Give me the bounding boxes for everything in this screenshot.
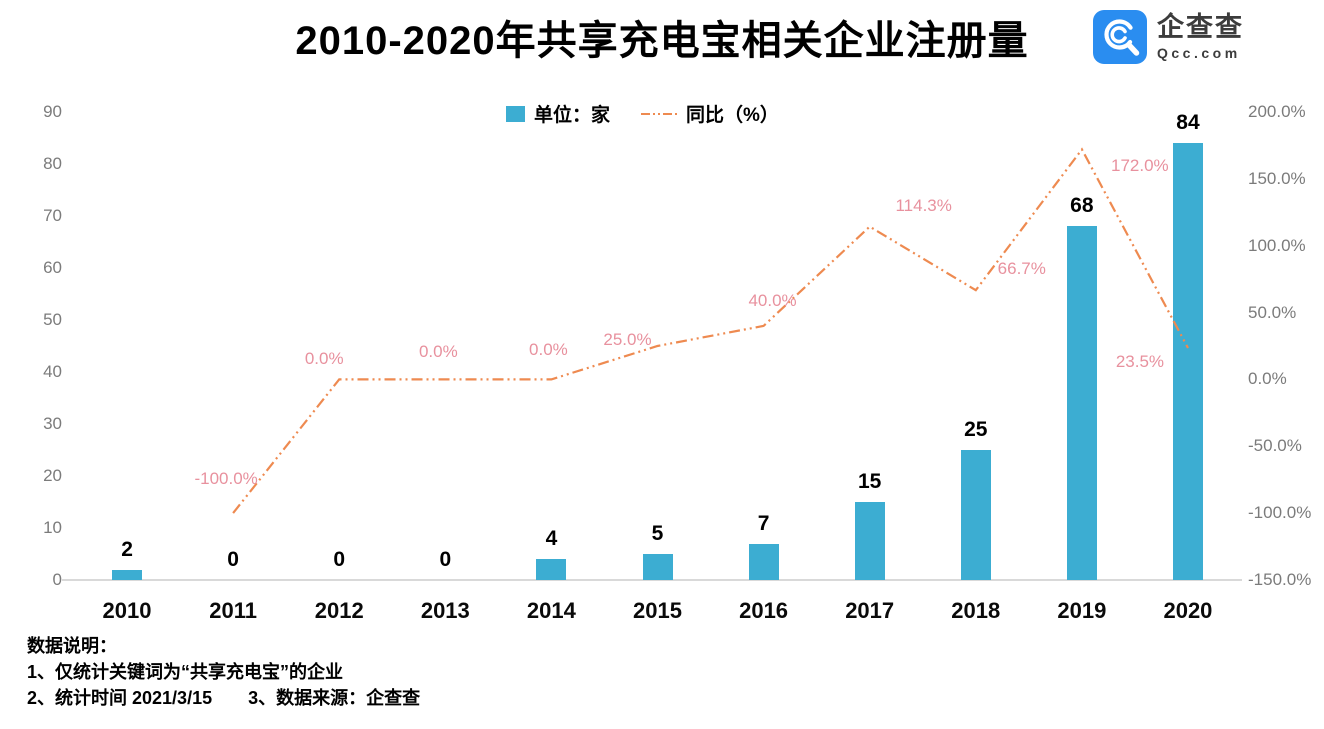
bar-2014 xyxy=(536,559,567,580)
y-axis-right-tick: -100.0% xyxy=(1248,503,1312,523)
yoy-point-label: 40.0% xyxy=(748,290,797,310)
y-axis-left-tick: 30 xyxy=(43,414,62,433)
x-axis-label: 2018 xyxy=(951,598,1001,623)
y-axis-left-tick: 80 xyxy=(43,154,62,173)
y-axis-right-tick: 0.0% xyxy=(1248,369,1287,389)
footer-note-2: 2、统计时间 2021/3/15 3、数据来源：企查查 xyxy=(27,688,421,708)
bar-2019 xyxy=(1066,226,1097,580)
bar-value-label: 0 xyxy=(439,548,452,571)
bar-value-label: 7 xyxy=(757,511,770,535)
y-axis-left-tick: 60 xyxy=(43,258,62,277)
bar-value-label: 2 xyxy=(121,537,133,561)
bar-value-label: 68 xyxy=(1070,194,1094,218)
bar-value-label: 25 xyxy=(964,418,988,441)
footer-notes: 数据说明： 1、仅统计关键词为“共享充电宝”的企业 2、统计时间 2021/3/… xyxy=(27,633,420,711)
yoy-point-label: 25.0% xyxy=(603,330,652,349)
yoy-point-label: 0.0% xyxy=(418,342,458,362)
footer-note-1: 1、仅统计关键词为“共享充电宝”的企业 xyxy=(27,662,344,682)
line-legend-sample xyxy=(641,112,678,115)
bar-2010 xyxy=(112,569,143,580)
qcc-logo-icon xyxy=(1093,10,1147,64)
yoy-point-label: 23.5% xyxy=(1115,352,1165,371)
x-axis-label: 2016 xyxy=(739,598,789,623)
yoy-point-label: 114.3% xyxy=(895,195,952,215)
y-axis-left-tick: 40 xyxy=(43,362,62,381)
x-axis-label: 2014 xyxy=(526,598,576,623)
y-axis-left-tick: 90 xyxy=(43,102,62,121)
y-axis-right-tick: 150.0% xyxy=(1248,168,1306,188)
x-axis-line xyxy=(62,579,1242,581)
line-legend-label: 同比（%） xyxy=(686,105,779,126)
bar-value-label: 0 xyxy=(333,548,346,571)
bar-legend-label: 单位：家 xyxy=(534,105,611,126)
bar-2020 xyxy=(1172,143,1203,580)
bar-value-label: 15 xyxy=(857,470,882,493)
y-axis-left-tick: 0 xyxy=(52,570,62,589)
bar-value-label: 5 xyxy=(651,522,664,545)
qcc-logo: 企查查 Qcc.com xyxy=(1093,10,1244,64)
y-axis-right-tick: 100.0% xyxy=(1248,235,1306,255)
y-axis-right-tick: 200.0% xyxy=(1248,102,1306,121)
yoy-point-label: 0.0% xyxy=(304,349,344,369)
y-axis-left-tick: 70 xyxy=(43,206,62,225)
yoy-line-path xyxy=(232,147,1189,514)
plot-area: 2 2010 0 2011 0 2012 0 2013 4 2014 5 2015 7 2016 15 201… xyxy=(74,111,1241,623)
x-axis-label: 2010 xyxy=(102,598,152,623)
y-axis-left-tick: 10 xyxy=(43,518,62,537)
x-axis-label: 2013 xyxy=(420,598,470,623)
yoy-point-label: -100.0% xyxy=(194,469,258,489)
yoy-point-label: 66.7% xyxy=(997,259,1046,279)
bar-value-label: 4 xyxy=(545,527,558,551)
y-axis-right-tick: 50.0% xyxy=(1248,302,1297,322)
yoy-point-label: 172.0% xyxy=(1111,156,1169,176)
bar-2018 xyxy=(960,450,991,580)
y-axis-left-tick: 20 xyxy=(43,466,62,485)
x-axis-label: 2017 xyxy=(845,598,895,623)
x-axis-label: 2020 xyxy=(1163,598,1213,623)
x-axis-label: 2012 xyxy=(314,598,364,623)
bar-value-label: 0 xyxy=(227,548,239,571)
y-axis-right-tick: -50.0% xyxy=(1248,436,1302,456)
page-title: 2010-2020年共享充电宝相关企业注册量 xyxy=(295,19,1029,63)
qcc-logo-text: 企查查 Qcc.com xyxy=(1157,12,1244,61)
x-axis-label: 2015 xyxy=(633,598,682,623)
yoy-line-series xyxy=(232,147,1189,514)
logo-domain: Qcc.com xyxy=(1157,45,1241,61)
yoy-point-label: 0.0% xyxy=(529,340,568,360)
logo-name: 企查查 xyxy=(1157,12,1244,42)
y-axis-right-tick: -150.0% xyxy=(1248,570,1312,589)
footer-note-title: 数据说明： xyxy=(27,636,117,656)
x-axis-label: 2011 xyxy=(209,598,257,623)
bar-value-label: 84 xyxy=(1176,111,1200,135)
bar-legend-swatch xyxy=(506,105,525,122)
x-axis-label: 2019 xyxy=(1057,598,1107,623)
chart-legend: 单位：家 同比（%） xyxy=(506,100,779,127)
bar-2016 xyxy=(748,543,779,580)
y-axis-left-tick: 50 xyxy=(43,310,62,329)
bar-2017 xyxy=(854,502,885,580)
bar-2015 xyxy=(642,554,673,580)
